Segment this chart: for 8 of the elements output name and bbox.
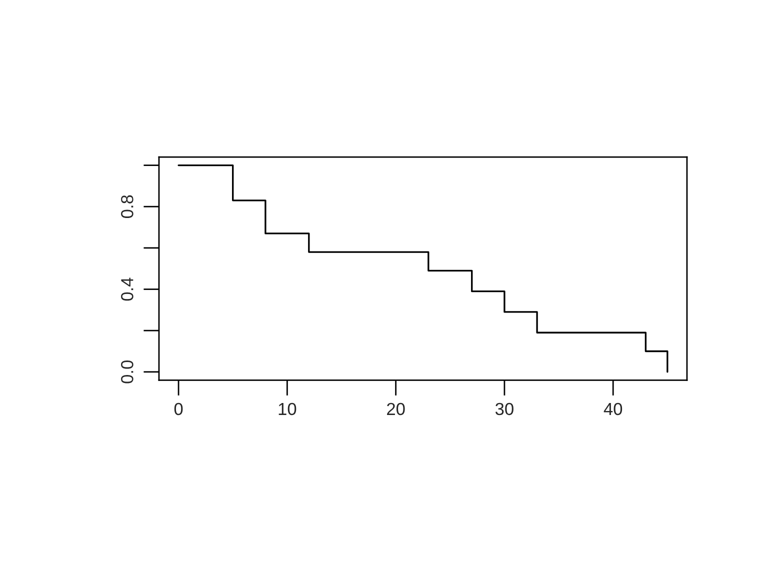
y-tick-label: 0.8	[121, 195, 134, 218]
x-tick-label: 30	[495, 402, 514, 416]
y-tick-label: 0.0	[121, 360, 134, 384]
y-tick-label: 0.4	[121, 278, 134, 301]
x-tick-label: 10	[278, 402, 296, 416]
x-tick-label: 20	[387, 402, 405, 416]
x-tick-label: 40	[604, 402, 622, 416]
x-tick-label: 0	[174, 402, 183, 416]
